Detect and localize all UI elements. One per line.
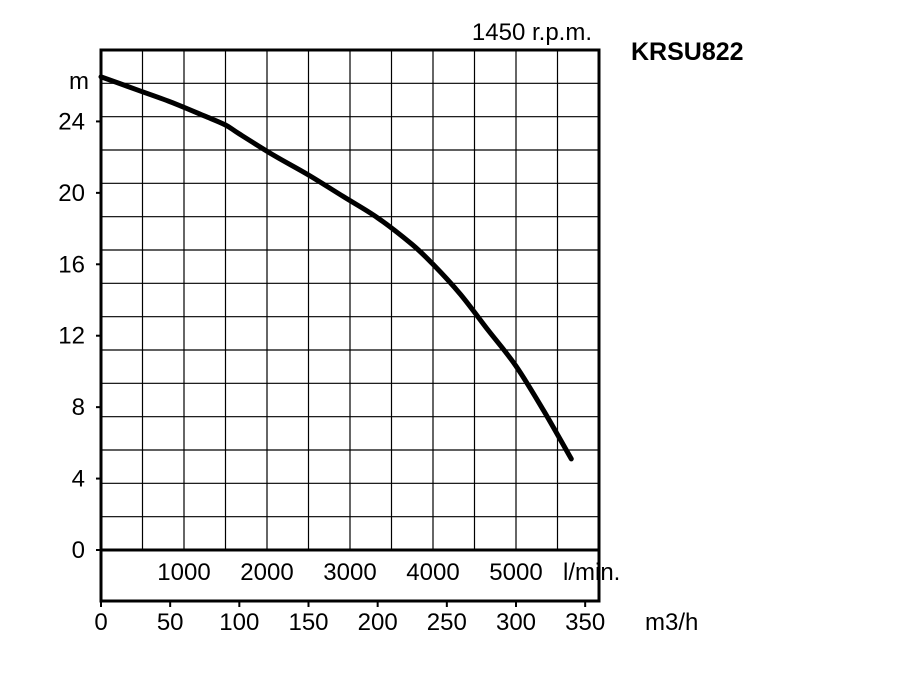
- flow-scale-frame: [99, 548, 601, 603]
- y-tick-label: 16: [58, 251, 85, 278]
- x-tick-labels: 0 50 100 150 200 250 300 350: [94, 601, 605, 636]
- secondary-x-tick-labels: 1000 2000 3000 4000 5000: [157, 559, 542, 586]
- chart-subtitle: 1450 r.p.m.: [472, 19, 592, 46]
- secondary-x-axis-label: l/min.: [563, 559, 620, 586]
- y-tick-label: 0: [72, 537, 85, 564]
- head-curve: [98, 74, 574, 462]
- x-tick-label: 250: [427, 609, 467, 636]
- x-tick-label: 50: [157, 609, 184, 636]
- y-tick-label: 8: [72, 394, 85, 421]
- y-tick-label: 12: [58, 323, 85, 350]
- x-tick-label: 300: [496, 609, 536, 636]
- x-tick-label: 200: [358, 609, 398, 636]
- x-tick-label: 0: [94, 609, 107, 636]
- y-tick-label: 20: [58, 180, 85, 207]
- x-tick-label: 350: [565, 609, 605, 636]
- secondary-x-tick-label: 4000: [406, 559, 459, 586]
- grid-lines: [101, 50, 599, 550]
- y-tick-label: 4: [72, 466, 85, 493]
- chart-title: KRSU822: [631, 38, 744, 66]
- x-axis-label: m3/h: [645, 609, 698, 636]
- secondary-x-tick-label: 5000: [489, 559, 542, 586]
- y-tick-label: 24: [58, 108, 85, 135]
- x-tick-label: 100: [219, 609, 259, 636]
- secondary-x-tick-label: 1000: [157, 559, 210, 586]
- secondary-x-tick-label: 3000: [323, 559, 376, 586]
- y-tick-labels: 0 4 8 12 16 20 24: [58, 108, 101, 564]
- x-tick-label: 150: [288, 609, 328, 636]
- secondary-x-tick-label: 2000: [240, 559, 293, 586]
- y-axis-label: m: [69, 68, 89, 95]
